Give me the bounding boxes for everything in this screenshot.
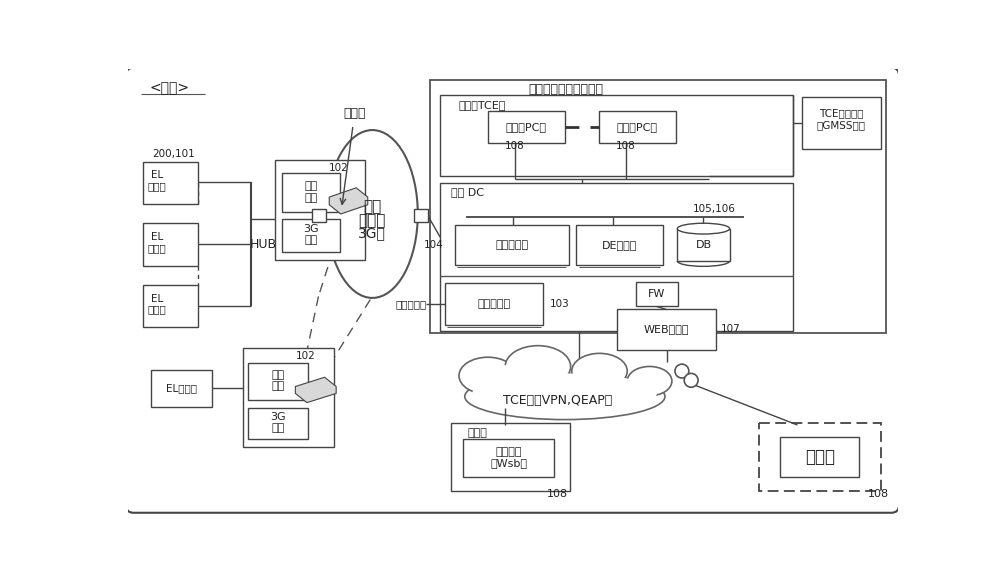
Text: 103: 103: [549, 299, 569, 309]
Ellipse shape: [465, 373, 665, 419]
Text: （GMSS等）: （GMSS等）: [817, 119, 866, 130]
Ellipse shape: [327, 130, 418, 298]
Ellipse shape: [677, 223, 730, 234]
Bar: [576, 225, 663, 265]
Bar: [430, 80, 886, 332]
Bar: [677, 228, 730, 261]
Text: EL: EL: [151, 170, 163, 181]
Bar: [248, 364, 308, 400]
Bar: [451, 424, 570, 491]
Text: 页面（PC）: 页面（PC）: [617, 122, 658, 132]
Bar: [759, 424, 881, 491]
Text: 3G: 3G: [303, 224, 319, 234]
Bar: [780, 437, 859, 477]
Ellipse shape: [572, 353, 627, 389]
Text: 控制盒: 控制盒: [147, 243, 166, 253]
Bar: [636, 282, 678, 306]
Text: WEB服务器: WEB服务器: [644, 324, 689, 335]
Text: TCE网（VPN,QEAP）: TCE网（VPN,QEAP）: [503, 394, 612, 407]
Text: DE服务器: DE服务器: [602, 240, 637, 250]
Text: 上海（TCE）: 上海（TCE）: [459, 100, 506, 110]
Bar: [143, 162, 198, 204]
Bar: [143, 223, 198, 265]
Text: 上海 DC: 上海 DC: [451, 188, 484, 197]
Text: 102: 102: [295, 351, 315, 361]
Bar: [463, 439, 554, 477]
Bar: [802, 97, 881, 149]
Bar: [143, 285, 198, 327]
Ellipse shape: [459, 357, 517, 394]
Bar: [282, 173, 340, 212]
Bar: [312, 209, 326, 223]
Text: TCE其它系统: TCE其它系统: [819, 108, 864, 118]
Ellipse shape: [631, 370, 668, 392]
Ellipse shape: [509, 350, 567, 383]
Bar: [440, 183, 793, 331]
Bar: [599, 111, 676, 143]
Text: 终端: 终端: [272, 381, 285, 391]
Text: 105,106: 105,106: [693, 204, 736, 215]
Circle shape: [684, 373, 698, 387]
Text: 运营商: 运营商: [359, 213, 386, 228]
Text: 108: 108: [868, 489, 889, 499]
Text: 分公司: 分公司: [805, 448, 835, 466]
Text: 108: 108: [505, 141, 525, 151]
Bar: [282, 219, 340, 252]
Text: 终端: 终端: [304, 193, 317, 203]
Bar: [243, 348, 334, 447]
Bar: [248, 408, 308, 439]
Text: 通信服务器: 通信服务器: [477, 299, 511, 309]
Text: 3G网: 3G网: [358, 226, 386, 240]
Text: 监控: 监控: [304, 181, 317, 192]
Text: HUB: HUB: [249, 238, 277, 252]
Text: 机械系信号: 机械系信号: [395, 299, 426, 309]
Text: 108: 108: [547, 489, 568, 499]
Text: 控制盒: 控制盒: [147, 305, 166, 314]
Text: 模块: 模块: [304, 235, 317, 245]
Text: DB: DB: [695, 240, 712, 250]
Ellipse shape: [627, 366, 672, 396]
Polygon shape: [329, 188, 368, 214]
Ellipse shape: [505, 346, 571, 387]
Bar: [151, 369, 212, 407]
Text: EL: EL: [151, 294, 163, 304]
Text: 基地局: 基地局: [343, 107, 366, 121]
Bar: [414, 209, 428, 223]
Bar: [488, 111, 565, 143]
Text: <中国>: <中国>: [150, 81, 190, 95]
FancyBboxPatch shape: [126, 68, 899, 513]
Text: 监控页面: 监控页面: [495, 447, 522, 457]
Text: FW: FW: [648, 289, 665, 299]
Text: 108: 108: [616, 141, 636, 151]
Text: 中国: 中国: [363, 199, 381, 214]
Text: 中国远程监控中心系统: 中国远程监控中心系统: [528, 83, 603, 96]
Text: （Wsb）: （Wsb）: [490, 459, 527, 469]
Bar: [617, 309, 716, 350]
Text: 分公司: 分公司: [468, 428, 488, 438]
Text: 控制盒: 控制盒: [147, 181, 166, 192]
Ellipse shape: [463, 361, 513, 390]
Text: EL控制盒: EL控制盒: [166, 383, 197, 393]
Bar: [445, 283, 543, 325]
Text: 监视服务器: 监视服务器: [495, 240, 528, 250]
Text: 模块: 模块: [272, 423, 285, 433]
Text: EL: EL: [151, 232, 163, 242]
Text: 200,101: 200,101: [152, 149, 195, 159]
Text: 102: 102: [329, 163, 349, 173]
Ellipse shape: [576, 357, 623, 385]
Ellipse shape: [472, 373, 657, 412]
Text: 监控: 监控: [272, 370, 285, 380]
Bar: [440, 95, 793, 175]
Text: 3G: 3G: [271, 413, 286, 422]
Circle shape: [675, 364, 689, 378]
Bar: [455, 225, 569, 265]
Polygon shape: [295, 377, 336, 403]
Text: 104: 104: [424, 240, 444, 250]
Text: 页面（PC）: 页面（PC）: [506, 122, 547, 132]
Bar: [275, 160, 365, 260]
Text: 107: 107: [720, 324, 740, 335]
